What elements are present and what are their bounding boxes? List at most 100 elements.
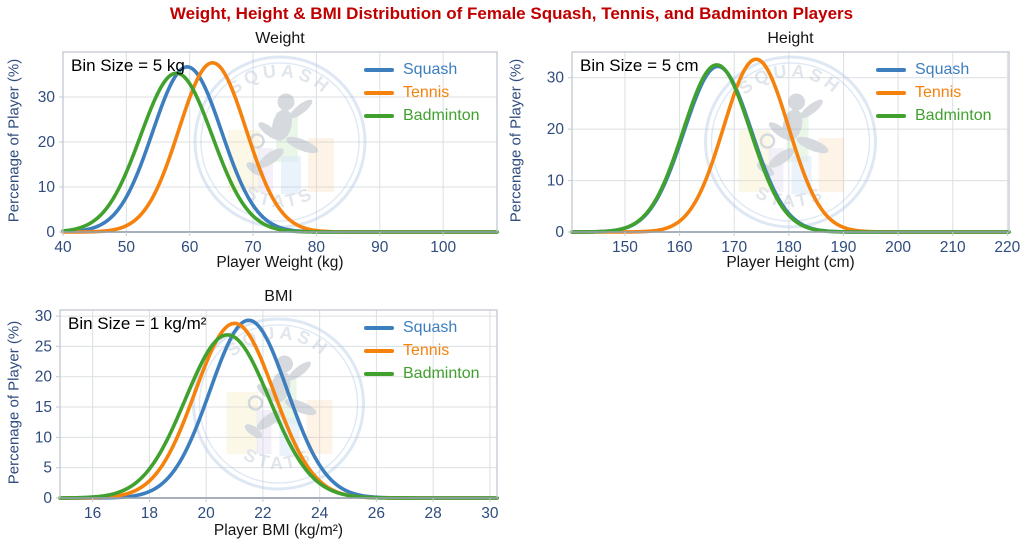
legend-label: Squash [403, 61, 458, 78]
legend-line-swatch [876, 91, 906, 95]
legend-item-tennis[interactable]: Tennis [364, 83, 480, 103]
y-axis-label-height: Percenage of Player (%) [507, 58, 525, 223]
x-tick-label: 20 [198, 505, 216, 522]
x-tick-label: 28 [425, 505, 442, 522]
x-axis-label-height: Player Height (cm) [726, 254, 855, 271]
y-tick-label: 0 [43, 490, 52, 507]
y-tick-label: 30 [35, 308, 53, 325]
x-tick-label: 50 [118, 239, 136, 256]
y-tick-label: 0 [46, 224, 55, 241]
legend-line-swatch [364, 68, 394, 72]
legend-weight: Squash Tennis Badminton [364, 60, 480, 126]
watermark-bar [308, 138, 334, 192]
bin-size-annotation-weight: Bin Size = 5 kg [71, 56, 185, 75]
legend-height: Squash Tennis Badminton [876, 60, 992, 126]
x-tick-label: 18 [141, 505, 158, 522]
racket-icon [247, 395, 264, 411]
legend-label: Badminton [915, 107, 992, 124]
x-tick-label: 170 [721, 239, 747, 256]
x-tick-label: 100 [430, 239, 456, 256]
chart-title-bmi: BMI [264, 288, 293, 305]
legend-label: Badminton [403, 107, 480, 124]
legend-label: Tennis [403, 84, 450, 101]
y-tick-label: 30 [38, 89, 56, 106]
legend-bmi: Squash Tennis Badminton [364, 318, 480, 384]
legend-item-squash[interactable]: Squash [364, 60, 480, 80]
x-tick-label: 22 [254, 505, 271, 522]
y-tick-label: 20 [35, 369, 53, 386]
watermark-ring [192, 317, 365, 491]
x-tick-label: 40 [54, 239, 72, 256]
y-tick-label: 5 [43, 460, 52, 477]
legend-label: Tennis [915, 84, 962, 101]
legend-line-swatch [364, 372, 394, 376]
racket-icon [759, 133, 776, 149]
legend-item-squash[interactable]: Squash [876, 60, 992, 80]
chart-bmi: SQUASH STATS 16 18 20 22 24 26 28 30 0 5 10 15 20 25 30 … [0, 286, 512, 550]
x-tick-label: 60 [181, 239, 199, 256]
watermark-ring [198, 324, 359, 484]
watermark-bar [768, 148, 784, 192]
x-tick-label: 16 [84, 505, 101, 522]
y-tick-labels: 0 10 20 30 [547, 70, 572, 241]
legend-item-badminton[interactable]: Badminton [364, 364, 480, 384]
legend-label: Tennis [403, 342, 450, 359]
x-axis-label-bmi: Player BMI (kg/m²) [213, 522, 344, 539]
player-silhouette-icon [246, 93, 318, 176]
watermark-bar [276, 112, 298, 162]
legend-line-swatch [876, 114, 906, 118]
x-tick-label: 70 [244, 239, 262, 256]
watermark-bar [281, 156, 301, 194]
y-tick-label: 30 [547, 70, 565, 87]
x-tick-label: 210 [940, 239, 966, 256]
y-tick-label: 20 [38, 134, 56, 151]
x-tick-label: 150 [612, 239, 638, 256]
x-tick-labels: 16 18 20 22 24 26 28 30 [84, 498, 499, 522]
legend-item-tennis[interactable]: Tennis [364, 341, 480, 361]
watermark-ring [704, 55, 877, 229]
x-tick-label: 160 [667, 239, 693, 256]
x-tick-label: 220 [994, 239, 1020, 256]
x-tick-label: 26 [368, 505, 385, 522]
legend-item-tennis[interactable]: Tennis [876, 83, 992, 103]
bin-size-annotation-bmi: Bin Size = 1 kg/m² [68, 314, 207, 333]
y-tick-label: 25 [35, 338, 52, 355]
x-tick-label: 80 [308, 239, 326, 256]
y-axis-label-bmi: Percenage of Player (%) [5, 320, 23, 485]
legend-line-swatch [364, 326, 394, 330]
y-tick-label: 10 [35, 429, 53, 446]
watermark-ring [710, 62, 871, 222]
watermark-bar [786, 112, 809, 162]
watermark-arc-text-bottom: STATS [752, 182, 828, 211]
y-tick-label: 20 [547, 121, 565, 138]
y-tick-labels: 0 5 10 15 20 25 30 [35, 308, 60, 507]
x-tick-label: 180 [776, 239, 802, 256]
legend-item-badminton[interactable]: Badminton [876, 106, 992, 126]
legend-label: Squash [403, 319, 458, 336]
x-tick-labels: 40 50 60 70 80 90 100 [54, 232, 456, 256]
legend-label: Badminton [403, 365, 480, 382]
legend-line-swatch [364, 114, 394, 118]
chart-weight: SQUASH STATS 40 50 60 70 80 90 100 0 10 20 30 Weight… [0, 28, 512, 280]
watermark-bar [306, 400, 333, 454]
watermark-bar [256, 410, 272, 454]
x-tick-labels: 150 160 170 180 190 200 210 220 [612, 232, 1021, 256]
x-axis-label-weight: Player Weight (kg) [216, 254, 344, 271]
legend-item-squash[interactable]: Squash [364, 318, 480, 338]
legend-item-badminton[interactable]: Badminton [364, 106, 480, 126]
y-tick-label: 10 [547, 173, 565, 190]
legend-line-swatch [876, 68, 906, 72]
legend-line-swatch [364, 91, 394, 95]
x-tick-label: 200 [885, 239, 911, 256]
y-tick-label: 10 [38, 179, 56, 196]
y-tick-labels: 0 10 20 30 [38, 89, 63, 241]
player-silhouette-icon [756, 93, 829, 176]
legend-line-swatch [364, 349, 394, 353]
x-tick-label: 30 [481, 505, 499, 522]
x-tick-label: 24 [311, 505, 329, 522]
